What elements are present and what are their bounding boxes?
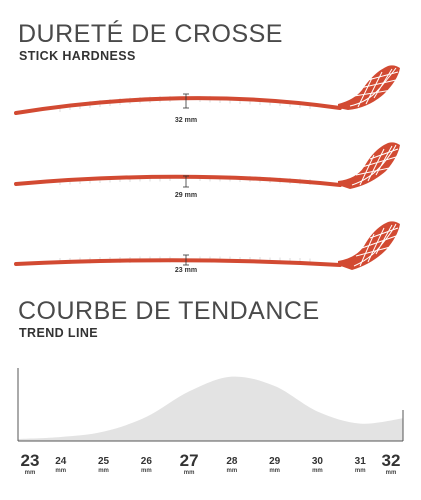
- x-tick-26: 26 mm: [131, 452, 161, 475]
- tick-number: 26: [140, 456, 152, 467]
- stick-29mm-label: 29 mm: [174, 192, 198, 199]
- stick-23mm-label: 23 mm: [174, 267, 198, 274]
- tick-number: 25: [97, 456, 110, 467]
- tick-number: 23: [20, 451, 40, 470]
- x-tick-25: 25 mm: [89, 452, 119, 475]
- stick-shaft: [14, 258, 342, 267]
- tick-unit: mm: [183, 470, 195, 476]
- x-tick-30: 30 mm: [302, 452, 332, 475]
- trend-subtitle: TREND LINE: [19, 326, 98, 340]
- x-tick-labels: 23 mm 24 mm 25 mm 26 mm 27 mm 28 mm 29 mm 30 mm 31 mm 32 mm: [0, 452, 421, 492]
- blade-icon: [338, 65, 400, 110]
- tick-unit: mm: [24, 470, 36, 476]
- tick-unit: mm: [312, 468, 323, 474]
- x-tick-28: 28 mm: [217, 452, 247, 475]
- x-tick-32: 32 mm: [376, 452, 406, 476]
- x-tick-24: 24 mm: [46, 452, 76, 475]
- x-tick-31: 31 mm: [345, 452, 375, 475]
- tick-number: 30: [311, 456, 323, 467]
- stick-23mm: [14, 221, 400, 270]
- stick-shaft: [14, 96, 342, 115]
- tick-number: 29: [269, 456, 281, 467]
- tick-number: 32: [381, 451, 401, 470]
- hardness-subtitle: STICK HARDNESS: [19, 49, 136, 63]
- x-tick-23: 23 mm: [15, 452, 45, 476]
- hardness-title: DURETÉ DE CROSSE: [18, 20, 283, 48]
- tick-unit: mm: [140, 468, 152, 474]
- tick-unit: mm: [354, 468, 366, 474]
- stick-shaft: [14, 174, 342, 187]
- tick-unit: mm: [55, 468, 67, 474]
- tick-unit: mm: [226, 468, 238, 474]
- blade-icon: [338, 221, 400, 270]
- tick-number: 24: [55, 456, 67, 467]
- trend-chart: [17, 368, 404, 442]
- blade-icon: [338, 142, 400, 189]
- tick-unit: mm: [385, 470, 397, 476]
- tick-unit: mm: [98, 468, 109, 474]
- trend-area: [18, 376, 403, 441]
- trend-title: COURBE DE TENDANCE: [18, 297, 320, 325]
- stick-32mm: [14, 65, 400, 115]
- x-tick-29: 29 mm: [260, 452, 290, 475]
- stick-32mm-label: 32 mm: [174, 117, 198, 124]
- tick-number: 31: [354, 456, 366, 467]
- x-tick-27: 27 mm: [174, 452, 204, 476]
- tick-number: 27: [179, 451, 199, 470]
- tick-number: 28: [226, 456, 238, 467]
- tick-unit: mm: [269, 468, 280, 474]
- stick-29mm: [14, 142, 400, 189]
